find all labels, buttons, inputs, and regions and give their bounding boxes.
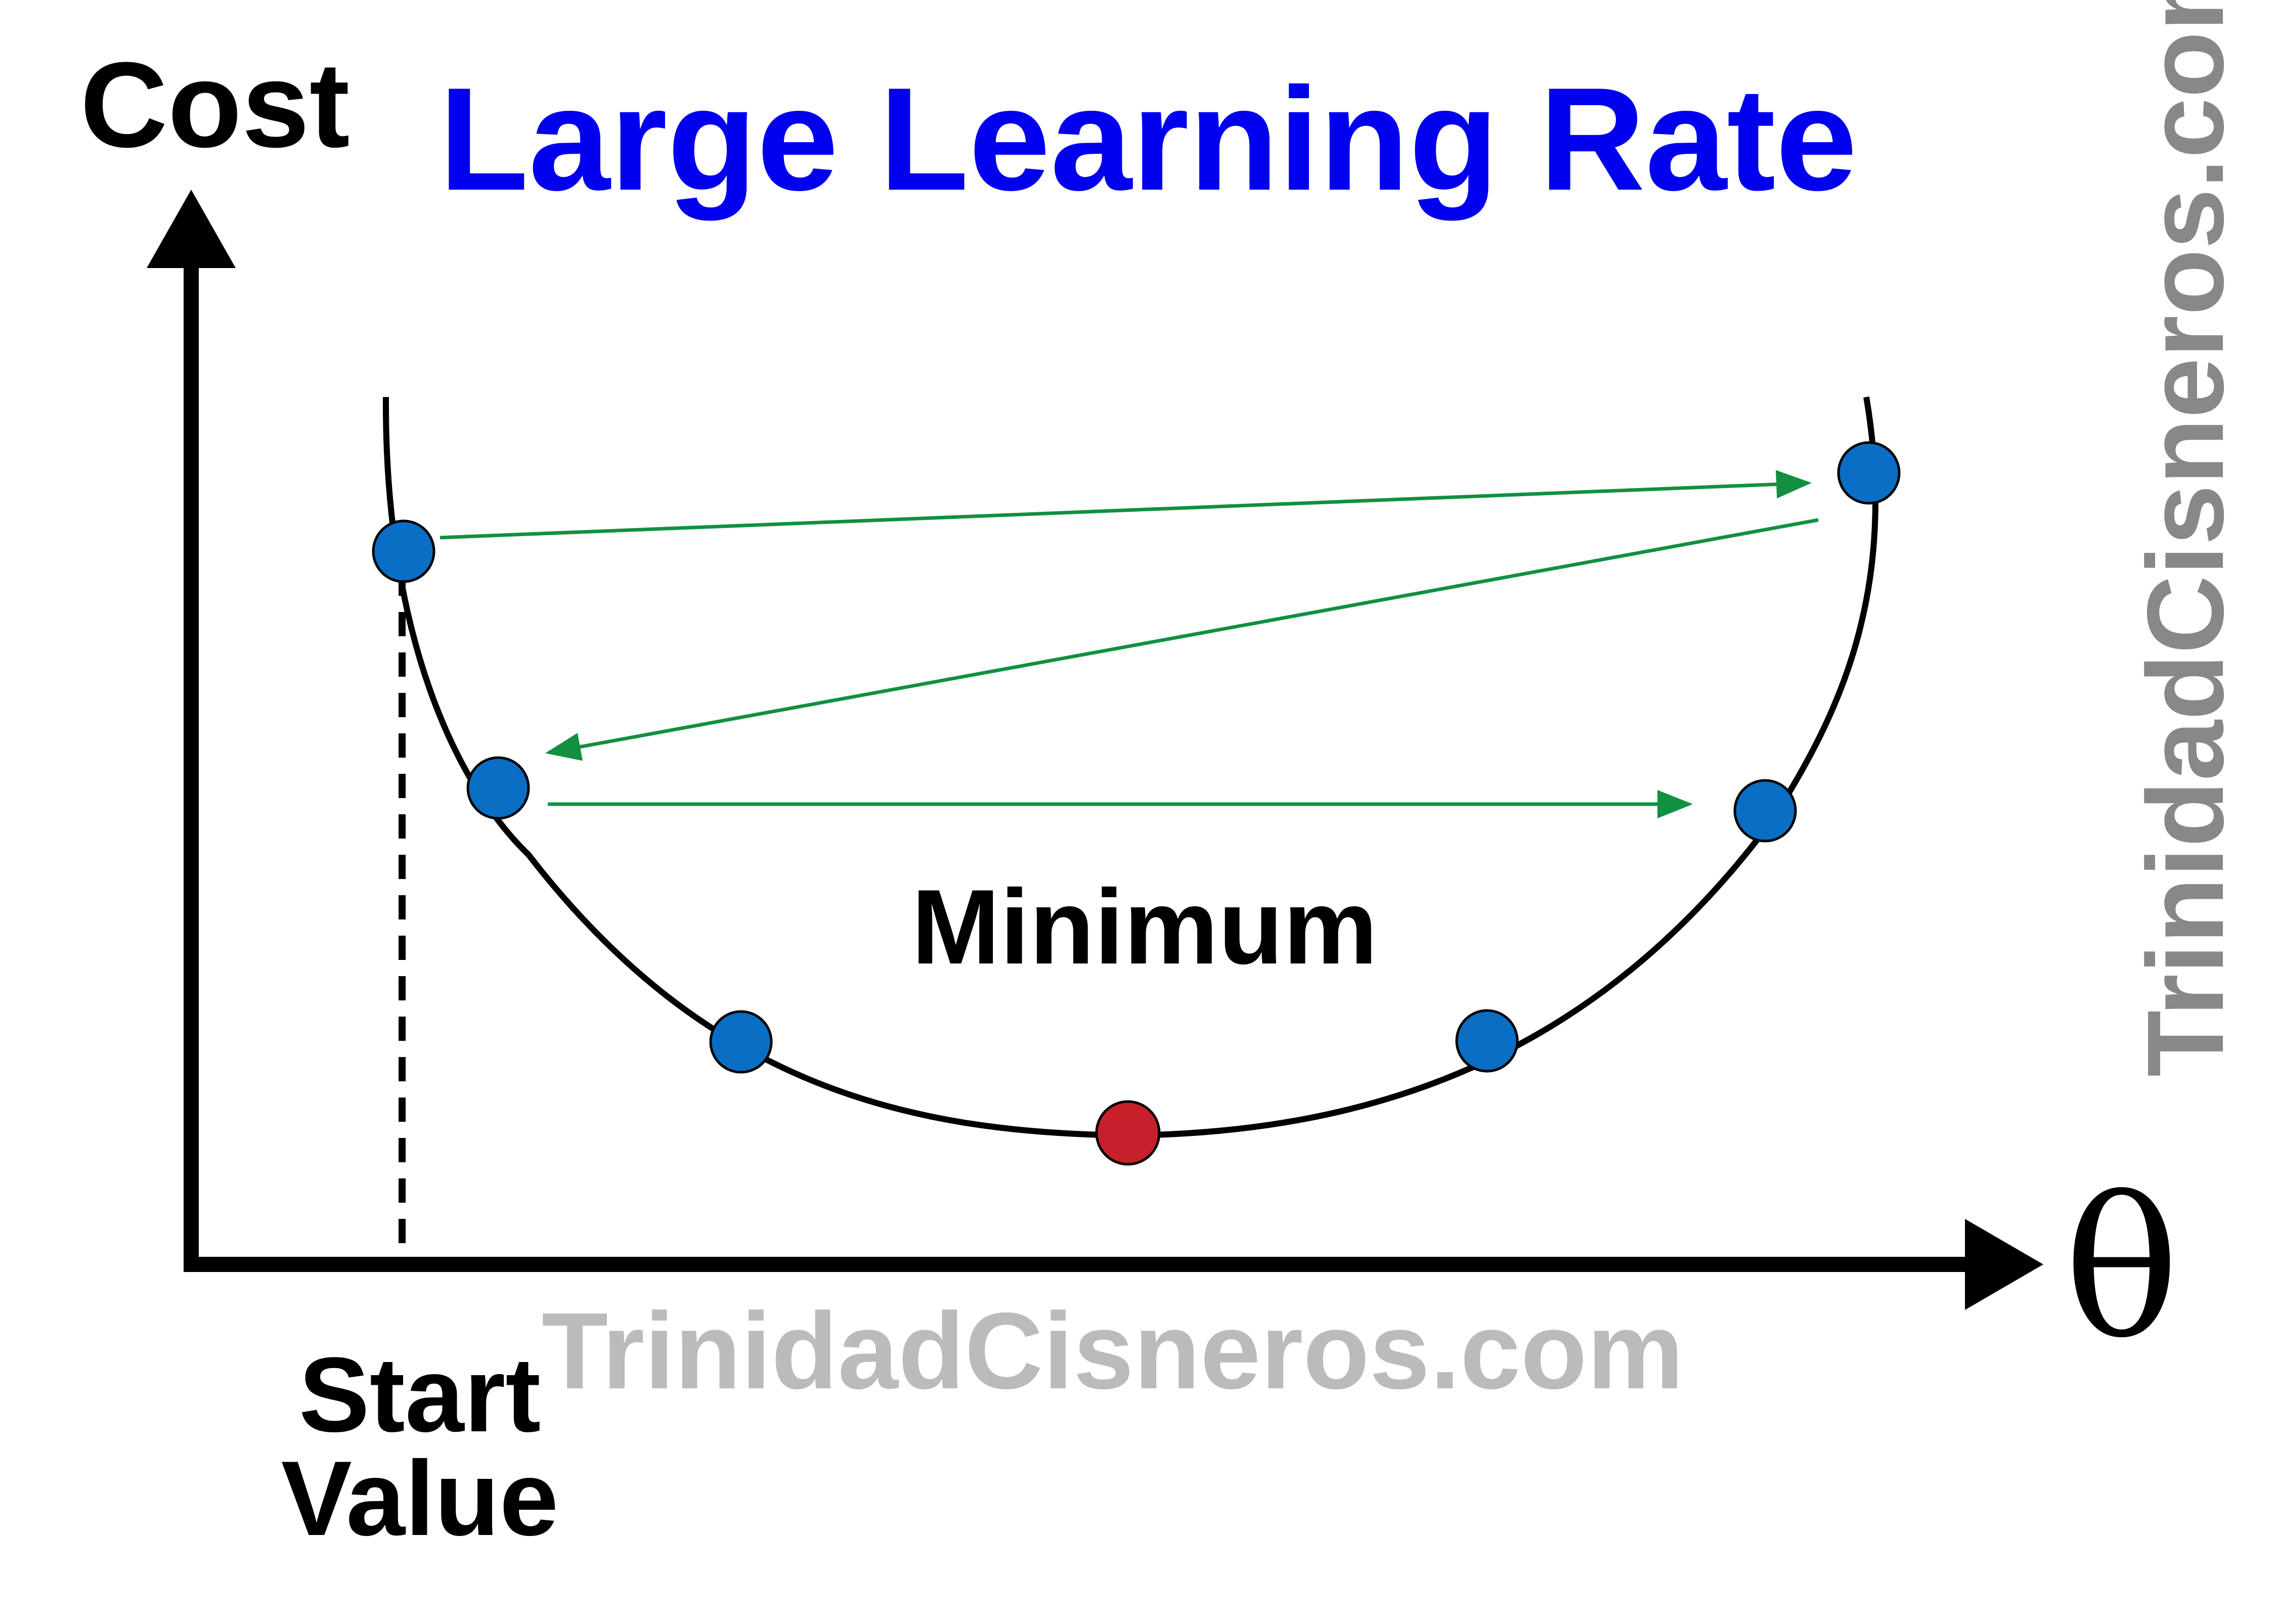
watermark-bottom: TrinidadCisneros.com — [542, 1290, 1684, 1412]
step-arrow-1 — [440, 470, 1812, 540]
cost-curve — [382, 397, 1878, 1139]
step-point-4 — [1733, 779, 1797, 843]
step-point-3 — [466, 756, 530, 820]
minimum-point — [1095, 1100, 1161, 1166]
step-point-start — [372, 519, 435, 583]
x-axis-label: θ — [2064, 1157, 2180, 1381]
start-value-label-line2: Value — [281, 1439, 559, 1558]
step-point-2 — [1837, 441, 1901, 505]
y-axis-label: Cost — [80, 37, 349, 172]
x-axis-arrowhead — [1965, 1219, 2043, 1310]
step-arrow-2 — [545, 518, 1819, 761]
y-axis-arrowhead — [147, 190, 236, 268]
step-point-6 — [1455, 1009, 1519, 1073]
watermark-side: TrinidadCisneros.com — [2124, 0, 2246, 1077]
chart-title: Large Learning Rate — [439, 57, 1857, 222]
minimum-label: Minimum — [911, 867, 1378, 986]
step-point-5 — [709, 1010, 773, 1074]
start-value-label-line1: Start — [299, 1335, 541, 1454]
